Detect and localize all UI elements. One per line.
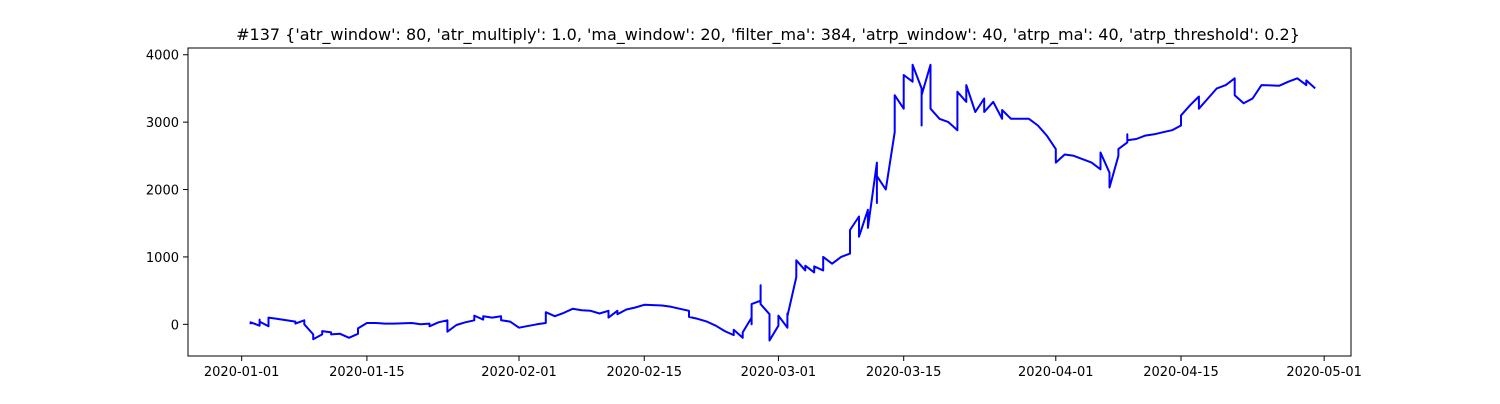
y-tick-label: 4000: [146, 49, 179, 64]
y-tick-label: 3000: [146, 116, 179, 131]
chart-title: #137 {'atr_window': 80, 'atr_multiply': …: [236, 25, 1300, 45]
x-tick-label: 2020-01-01: [204, 365, 280, 380]
y-tick-label: 0: [171, 318, 179, 333]
x-tick-label: 2020-04-15: [1143, 365, 1219, 380]
x-tick-label: 2020-03-15: [866, 365, 942, 380]
plot-frame: [187, 47, 1352, 357]
x-tick-label: 2020-03-01: [741, 365, 817, 380]
y-tick-label: 1000: [146, 251, 179, 266]
x-tick-label: 2020-02-01: [481, 365, 557, 380]
y-tick-label: 2000: [146, 184, 179, 199]
x-tick-label: 2020-02-15: [606, 365, 682, 380]
x-tick-label: 2020-01-15: [329, 365, 405, 380]
series-line-0: [249, 63, 1316, 342]
x-tick-label: 2020-05-01: [1286, 365, 1362, 380]
x-tick-label: 2020-04-01: [1018, 365, 1094, 380]
